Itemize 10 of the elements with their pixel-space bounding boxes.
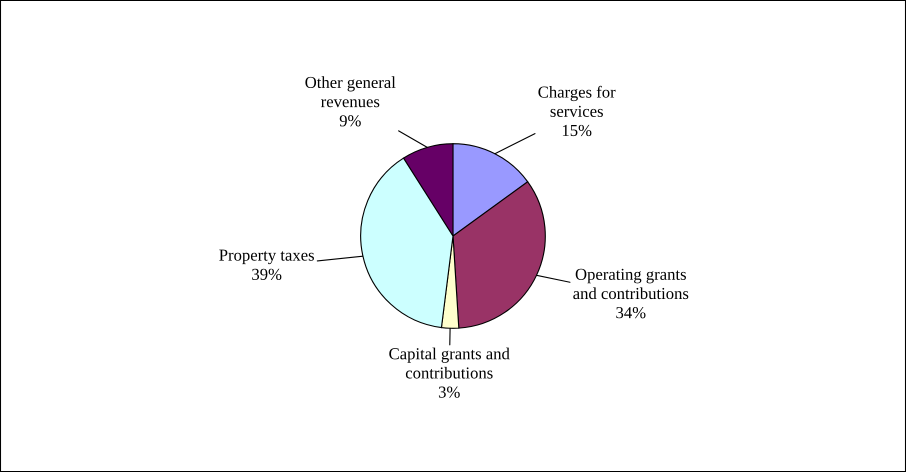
slice-label: Capital grants and contributions: [389, 348, 510, 379]
slice-label: Other general revenues: [305, 76, 396, 108]
data-label: 15%: [562, 124, 592, 136]
data-label: 34%: [616, 307, 646, 318]
data-label: 3%: [438, 386, 460, 398]
slice-label: Property taxes: [219, 250, 314, 264]
data-label: 9%: [340, 115, 361, 126]
slice-label: Charges for services: [538, 86, 616, 117]
data-label: 39%: [252, 268, 282, 280]
slice-label: Operating grants and contributions: [573, 268, 688, 300]
